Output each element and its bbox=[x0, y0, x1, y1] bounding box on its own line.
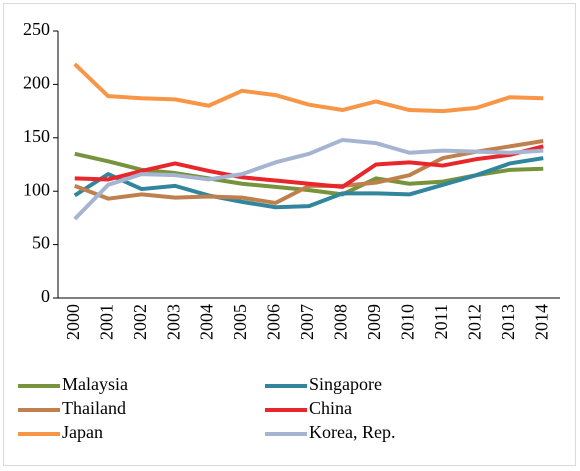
y-tick-label: 100 bbox=[23, 179, 50, 199]
y-tick-label: 200 bbox=[23, 73, 50, 93]
x-tick-label: 2006 bbox=[264, 304, 284, 340]
legend-label: Thailand bbox=[62, 398, 126, 418]
chart-border bbox=[3, 3, 576, 466]
x-tick-label: 2001 bbox=[96, 304, 116, 340]
x-tick-label: 2003 bbox=[163, 304, 183, 340]
x-tick-label: 2014 bbox=[531, 304, 551, 340]
x-tick-label: 2000 bbox=[63, 304, 83, 340]
legend-label: Malaysia bbox=[62, 374, 128, 394]
x-tick-label: 2010 bbox=[398, 304, 418, 340]
y-tick-label: 50 bbox=[32, 233, 50, 253]
x-tick-label: 2013 bbox=[498, 304, 518, 340]
x-tick-label: 2005 bbox=[230, 304, 250, 340]
x-tick-label: 2008 bbox=[331, 304, 351, 340]
x-tick-label: 2007 bbox=[297, 304, 317, 340]
series-line bbox=[73, 62, 544, 114]
legend-label: China bbox=[309, 398, 352, 418]
y-tick-label: 0 bbox=[41, 286, 50, 306]
x-tick-label: 2004 bbox=[197, 304, 217, 340]
x-tick-label: 2002 bbox=[130, 304, 150, 340]
legend-label: Japan bbox=[62, 422, 103, 442]
series-line bbox=[74, 139, 544, 205]
x-tick-label: 2012 bbox=[464, 304, 484, 340]
x-tick-label: 2011 bbox=[431, 304, 451, 339]
series-line bbox=[73, 137, 544, 221]
y-tick-label: 250 bbox=[23, 19, 50, 39]
y-tick-label: 150 bbox=[23, 126, 50, 146]
series-line bbox=[73, 156, 544, 210]
legend-label: Singapore bbox=[309, 374, 382, 394]
series-line bbox=[74, 144, 544, 189]
x-tick-label: 2009 bbox=[364, 304, 384, 340]
legend-label: Korea, Rep. bbox=[309, 422, 395, 442]
